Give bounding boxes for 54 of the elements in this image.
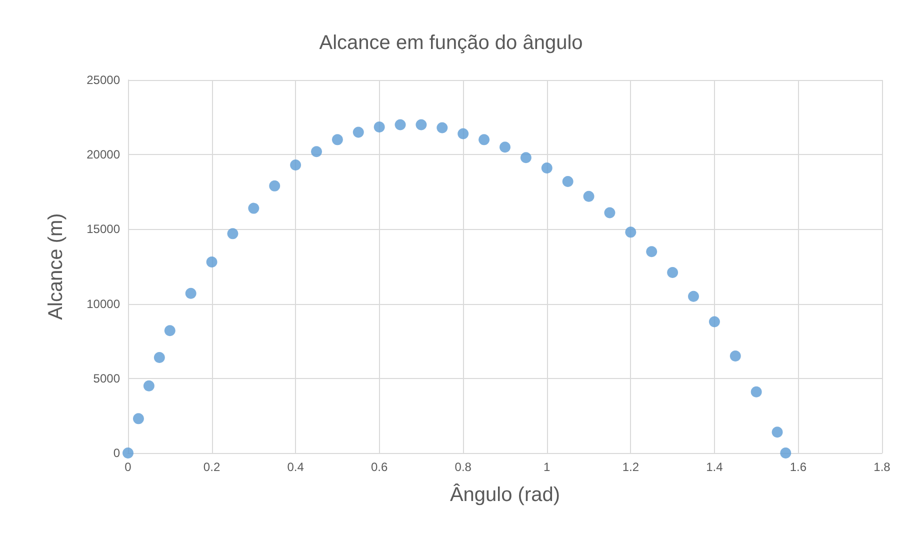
y-tick-label: 15000 — [86, 222, 120, 236]
x-tick-label: 1.4 — [706, 460, 724, 474]
x-tick-label: 0.4 — [287, 460, 304, 474]
x-tick-label: 0.8 — [454, 460, 472, 474]
x-tick-label: 0.6 — [370, 460, 388, 474]
point — [772, 426, 783, 438]
x-axis-title: Ângulo (rad) — [450, 483, 560, 506]
point — [374, 122, 385, 132]
point — [688, 290, 699, 302]
point — [583, 190, 594, 202]
point — [290, 160, 302, 171]
point — [478, 134, 490, 146]
x-tick-label: 1 — [544, 460, 551, 474]
point — [436, 122, 448, 134]
y-tick-label: 20000 — [86, 148, 120, 162]
point — [730, 350, 741, 362]
y-axis-title: Alcance (m) — [45, 213, 67, 320]
point — [143, 380, 154, 392]
point — [750, 386, 762, 398]
point — [185, 288, 196, 299]
y-tick-label: 10000 — [86, 296, 120, 311]
point — [311, 146, 322, 158]
point — [708, 316, 720, 328]
y-tick-label: 25000 — [86, 73, 120, 87]
point — [206, 256, 218, 268]
point — [604, 207, 616, 218]
point — [780, 448, 792, 458]
x-tick-label: 0.2 — [203, 460, 220, 474]
x-tick-label: 1.8 — [874, 460, 891, 474]
point — [227, 228, 238, 240]
y-tick-label: 5000 — [93, 371, 120, 386]
point — [646, 246, 658, 258]
point — [332, 134, 343, 146]
x-tick-label: 0 — [124, 460, 132, 474]
point — [541, 162, 552, 174]
point — [625, 226, 636, 238]
point — [667, 266, 678, 278]
y-tick-label: 0 — [113, 446, 120, 460]
x-tick-label: 1.6 — [790, 460, 807, 474]
point — [132, 413, 144, 424]
point — [562, 176, 574, 187]
chart-title: Alcance em função do ângulo — [319, 32, 583, 54]
point — [416, 119, 427, 130]
point — [458, 128, 469, 140]
point — [122, 448, 134, 458]
point — [164, 325, 176, 336]
x-tick-label: 1.2 — [622, 460, 640, 474]
point — [154, 352, 165, 364]
point — [248, 202, 260, 214]
point — [394, 119, 406, 130]
point — [500, 142, 510, 153]
point — [269, 180, 280, 192]
point — [352, 126, 364, 138]
point — [520, 152, 532, 164]
